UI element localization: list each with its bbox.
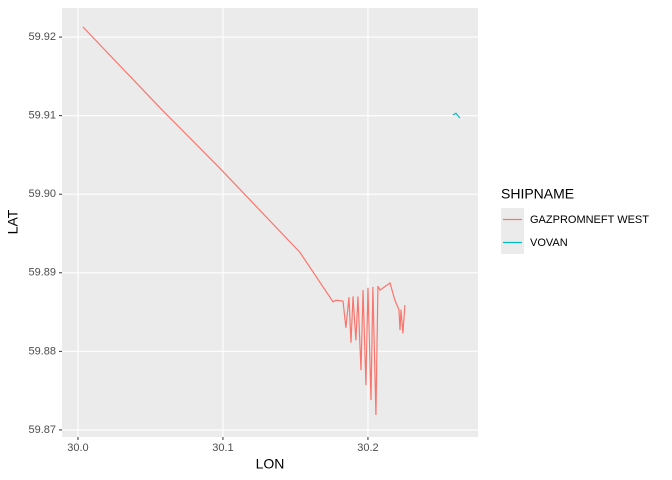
legend-title: SHIPNAME [501,186,574,202]
legend-label: VOVAN [530,237,568,249]
x-tick-label: 30.1 [212,442,233,454]
y-tick-label: 59.90 [28,188,56,200]
series-line [82,26,406,416]
y-tick-label: 59.87 [28,424,56,436]
y-tick-label: 59.88 [28,345,56,357]
legend-label: GAZPROMNEFT WEST [530,214,649,226]
x-tick-label: 30.2 [357,442,378,454]
y-tick-label: 59.91 [28,110,56,122]
y-tick-label: 59.92 [28,31,56,43]
y-tick-label: 59.89 [28,267,56,279]
y-axis-title: LAT [5,209,21,234]
series-line [452,112,461,119]
x-tick-label: 30.0 [67,442,88,454]
panel [62,8,478,437]
x-axis-title: LON [256,456,285,472]
